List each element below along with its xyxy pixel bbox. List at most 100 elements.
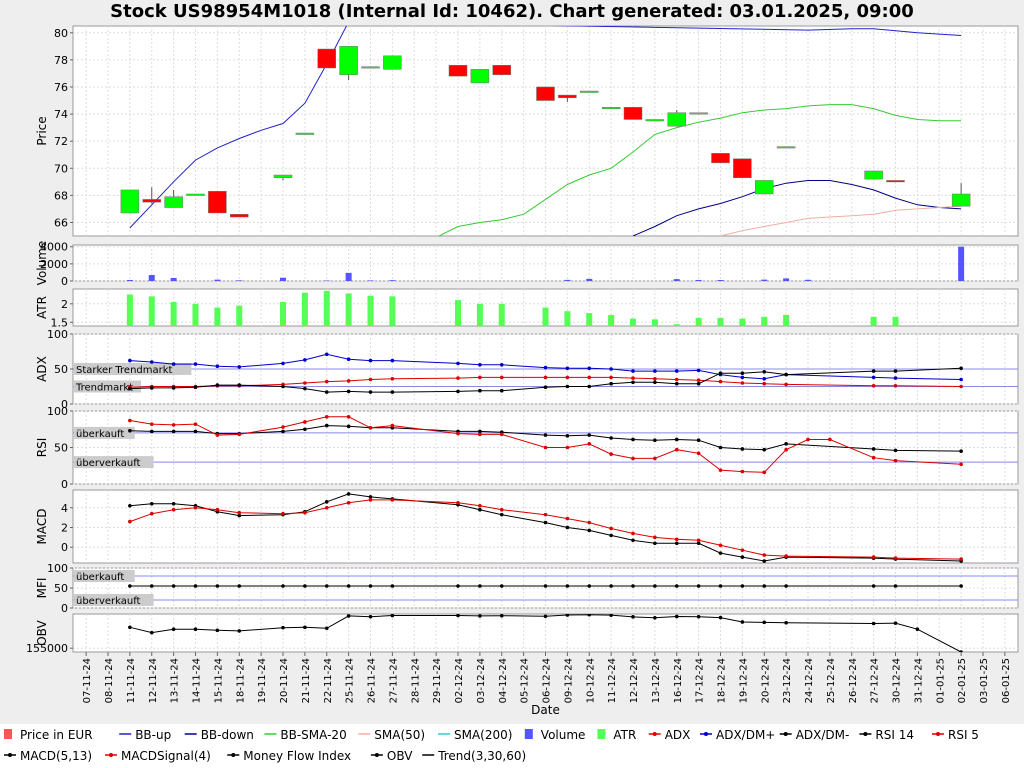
series-point	[303, 386, 307, 391]
y-tick-label: 76	[54, 81, 68, 94]
y-tick-label: 66	[54, 216, 68, 229]
y-axis-label: ADX	[35, 356, 49, 382]
candle	[120, 189, 140, 214]
series-point	[193, 362, 198, 366]
reference-label: Starker Trendmarkt	[76, 365, 173, 376]
series-point	[478, 507, 482, 512]
candle	[208, 191, 227, 214]
y-tick-label: 0	[61, 541, 68, 554]
bar	[170, 301, 177, 326]
x-axis-label: Date	[531, 703, 560, 717]
chart-canvas: 6668707274767880Price020004000Volume1.52…	[26, 25, 1019, 717]
series-point	[609, 436, 613, 440]
series-point	[543, 365, 548, 370]
series-point	[718, 371, 723, 376]
bar	[761, 279, 768, 281]
x-tick-label: 17-12-24	[695, 658, 706, 703]
y-tick-label: 2	[61, 521, 68, 534]
candle	[383, 55, 402, 70]
x-tick-label: 15-11-24	[213, 658, 224, 703]
series-point	[653, 541, 657, 546]
y-tick-label: 100	[47, 328, 68, 341]
x-tick-label: 13-11-24	[170, 658, 181, 703]
series-point	[565, 375, 570, 380]
series-point	[959, 650, 963, 652]
series-point	[499, 584, 504, 588]
series-point	[740, 371, 745, 376]
y-tick-label: 70	[54, 162, 68, 175]
x-tick-label: 23-12-24	[782, 658, 793, 703]
series-point	[718, 445, 723, 450]
candle	[273, 174, 293, 178]
candle	[580, 90, 599, 93]
series-point	[171, 362, 176, 366]
candle	[448, 65, 468, 77]
legend-marker	[109, 753, 113, 757]
y-tick-label: 4000	[40, 241, 68, 254]
candle	[164, 196, 183, 208]
series-point	[565, 584, 570, 588]
series-line-bb-down	[632, 180, 962, 236]
series-point	[346, 415, 351, 419]
series-point	[128, 386, 132, 391]
series-point	[762, 559, 767, 563]
legend-label: MACDSignal(4)	[121, 749, 211, 763]
legend: Price in EUR BB-up BB-down BB-SMA-20 SMA(50)…	[0, 724, 1024, 768]
series-point	[193, 505, 198, 510]
x-tick-label: 12-11-24	[148, 658, 159, 703]
series-line-rsi-5	[129, 416, 962, 473]
series-point	[674, 377, 679, 382]
series-line-adx	[129, 376, 962, 388]
series-point	[303, 381, 307, 385]
bar	[783, 314, 790, 326]
bar	[564, 311, 571, 326]
series-point	[478, 363, 482, 367]
bar	[761, 316, 768, 326]
legend-label: Trend(3,30,60)	[437, 749, 526, 763]
series-point	[762, 553, 767, 557]
series-point	[959, 377, 963, 382]
x-tick-label: 09-12-24	[563, 658, 574, 703]
series-point	[128, 358, 132, 363]
reference-label: überverkauft	[76, 596, 141, 607]
x-tick-label: 26-12-24	[848, 658, 859, 703]
y-axis-label: ATR	[35, 296, 49, 319]
series-point	[456, 389, 460, 394]
series-point	[368, 425, 373, 430]
series-point	[674, 541, 679, 546]
series-point	[390, 584, 395, 588]
series-point	[478, 503, 482, 508]
series-point	[587, 433, 592, 437]
series-point	[543, 512, 548, 517]
series-point	[762, 620, 767, 625]
legend-label: ATR	[613, 728, 636, 742]
series-point	[193, 627, 198, 631]
series-line-rsi-14	[129, 425, 962, 452]
series-point	[653, 438, 657, 443]
series-point	[762, 381, 767, 386]
candle	[142, 199, 161, 203]
series-point	[303, 420, 307, 424]
legend-marker	[8, 753, 12, 757]
legend-label: BB-up	[135, 728, 171, 742]
series-point	[740, 620, 745, 624]
y-tick-label: 1.5	[51, 316, 69, 329]
y-tick-label: 2	[61, 298, 68, 311]
legend-marker	[704, 732, 708, 736]
series-point	[893, 584, 898, 588]
series-point	[718, 584, 723, 588]
x-tick-label: 18-11-24	[235, 658, 246, 703]
series-point	[587, 520, 592, 525]
series-point	[631, 380, 635, 385]
legend-swatch	[4, 729, 12, 739]
bar	[805, 279, 811, 281]
x-tick-label: 01-01-25	[935, 658, 946, 703]
series-point	[499, 375, 504, 380]
series-point	[390, 390, 395, 394]
series-point	[346, 389, 351, 394]
x-tick-label: 03-01-25	[979, 658, 990, 703]
y-axis-label: Price	[35, 116, 49, 145]
y-tick-label: 80	[54, 27, 68, 40]
bar	[367, 280, 374, 281]
bar	[126, 294, 133, 326]
